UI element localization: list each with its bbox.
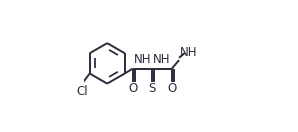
Text: NH: NH: [153, 53, 171, 66]
Text: NH: NH: [134, 53, 151, 66]
Text: NH: NH: [180, 46, 197, 60]
Text: Cl: Cl: [76, 85, 88, 98]
Text: S: S: [149, 82, 156, 95]
Text: O: O: [128, 82, 137, 95]
Text: O: O: [167, 82, 176, 95]
